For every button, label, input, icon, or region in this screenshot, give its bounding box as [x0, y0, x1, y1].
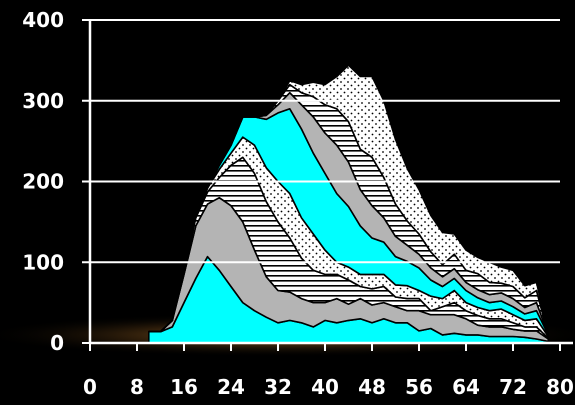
y-tick-label-4: 300: [22, 89, 64, 113]
x-tick-label-9: 64: [452, 375, 480, 399]
y-tick-label-2: 100: [22, 250, 64, 274]
x-tick-label-8: 56: [405, 375, 433, 399]
x-tick-label-5: 32: [264, 375, 292, 399]
y-tick-label-1: 0: [50, 331, 64, 355]
area-layers: [148, 64, 550, 344]
axes: [82, 19, 573, 351]
y-tick-label-3: 200: [22, 170, 64, 194]
x-tick-label-7: 48: [358, 375, 386, 399]
grid-lines: [90, 19, 560, 264]
x-tick-label-1: 0: [83, 375, 97, 399]
x-tick-label-10: 72: [499, 375, 527, 399]
area-layer-8: [148, 64, 550, 336]
x-tick-label-3: 16: [170, 375, 198, 399]
x-tick-label-6: 40: [311, 375, 339, 399]
x-tick-label-11: 80: [546, 375, 574, 399]
tick-labels: 0 8 16 24 32 40 48 56 64 72 80 0 100 200 300 400: [22, 8, 574, 399]
x-tick-label-4: 24: [217, 375, 245, 399]
y-tick-label-5: 400: [22, 8, 64, 32]
x-tick-label-2: 8: [130, 375, 144, 399]
